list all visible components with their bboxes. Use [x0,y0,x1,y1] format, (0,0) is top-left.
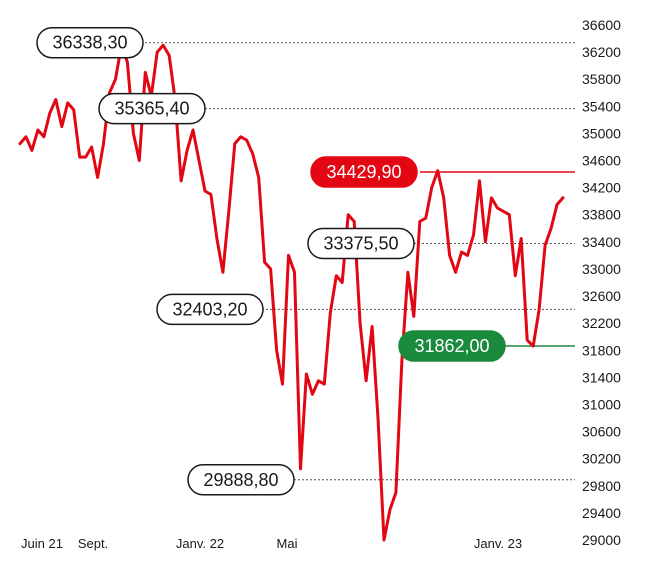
y-tick-label: 32600 [582,288,621,304]
y-tick-label: 33000 [582,261,621,277]
annotation-pill: 36338,30 [36,26,144,59]
y-tick-label: 29000 [582,532,621,548]
y-tick-label: 31000 [582,396,621,412]
annotation-pill-bg [307,227,415,260]
annotation-pill: 29888,80 [187,464,295,496]
y-tick-label: 31800 [582,342,621,358]
annotation-pill: 33375,50 [307,227,415,260]
y-tick-label: 35400 [582,98,621,114]
annotation-label: 35365,40 [114,99,189,119]
gridlines [145,42,575,481]
x-tick-label: Janv. 22 [176,536,224,551]
y-tick-label: 36200 [582,44,621,60]
y-tick-label: 29800 [582,478,621,494]
y-tick-label: 34200 [582,180,621,196]
series-line [18,43,565,542]
annotations-layer: 36338,30 35365,40 34429,90 33375,50 32403,20… [36,26,506,496]
y-tick-label: 35800 [582,71,621,87]
y-tick-label: 29400 [582,505,621,521]
x-tick-label: Juin 21 [21,536,63,551]
y-tick-label: 33800 [582,207,621,223]
annotation-pill: 31862,00 [398,330,506,362]
annotation-label: 36338,30 [52,33,127,53]
annotation-pill: 34429,90 [310,156,418,188]
y-tick-label: 34600 [582,153,621,169]
annotation-label: 33375,50 [323,234,398,254]
annotation-pill-bg [310,156,418,188]
y-axis-ticks: 36600 36200 35800 35400 35000 34600 34200 33800… [582,17,621,548]
annotation-pill-bg [36,26,144,59]
y-tick-label: 33400 [582,234,621,250]
y-tick-label: 30200 [582,451,621,467]
y-tick-label: 32200 [582,315,621,331]
annotation-pill-bg [398,330,506,362]
annotation-label: 32403,20 [172,299,247,319]
annotation-pill-bg [156,293,264,326]
series-layer [18,43,565,542]
y-tick-label: 36600 [582,17,621,33]
y-tick-label: 31400 [582,369,621,385]
annotation-label: 34429,90 [326,162,401,182]
annotation-label: 29888,80 [203,470,278,490]
y-tick-label: 30600 [582,424,621,440]
y-tick-label: 35000 [582,125,621,141]
x-axis-ticks: Juin 21 Sept. Janv. 22 Mai Janv. 23 [21,536,522,551]
x-tick-label: Janv. 23 [474,536,522,551]
x-tick-label: Sept. [78,536,108,551]
x-tick-label: Mai [277,536,298,551]
annotation-label: 31862,00 [414,336,489,356]
annotation-pill: 32403,20 [156,293,264,326]
annotation-pill: 35365,40 [98,92,206,125]
annotation-pill-bg [187,464,295,496]
annotation-pill-bg [98,92,206,125]
